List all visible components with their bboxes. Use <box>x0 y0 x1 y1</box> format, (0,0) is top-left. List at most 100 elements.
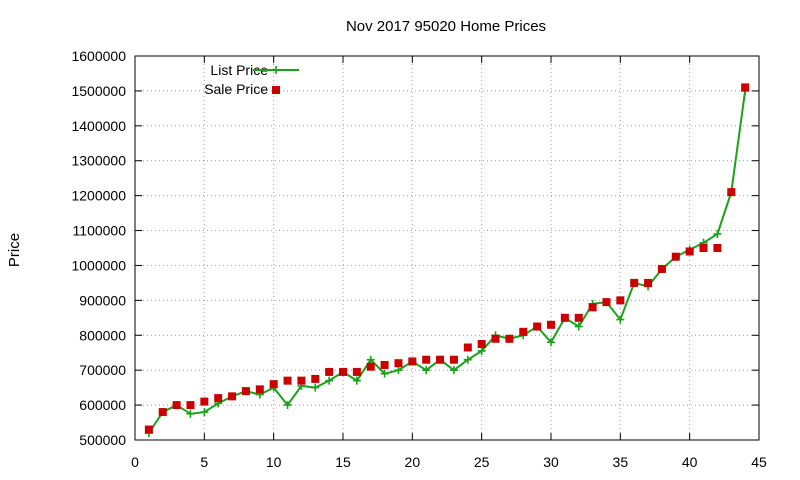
point-sale-price <box>505 334 514 343</box>
point-list-price <box>352 376 361 385</box>
point-sale-price <box>560 313 569 322</box>
legend: List Price Sale Price <box>204 62 299 97</box>
point-list-price <box>366 355 375 364</box>
point-sale-price <box>574 313 583 322</box>
legend-marker-sale-price <box>272 86 280 94</box>
x-tick-label: 0 <box>131 454 139 470</box>
y-tick-label: 1200000 <box>71 188 126 204</box>
series-line-list-price <box>148 90 747 434</box>
legend-label-list-price: List Price <box>210 62 268 78</box>
y-tick-label: 700000 <box>79 362 126 378</box>
x-tick-label: 5 <box>200 454 208 470</box>
x-tick-label: 25 <box>474 454 490 470</box>
point-list-price <box>325 376 334 385</box>
grid-lines <box>135 56 759 440</box>
y-tick-label: 1000000 <box>71 257 126 273</box>
x-tick-label: 15 <box>335 454 351 470</box>
point-list-price <box>449 366 458 375</box>
x-tick-label: 35 <box>613 454 629 470</box>
y-tick-label: 1300000 <box>71 153 126 169</box>
point-sale-price <box>352 367 361 376</box>
point-sale-price <box>463 343 472 352</box>
y-tick-label: 1600000 <box>71 48 126 64</box>
y-axis-label: Price <box>6 233 23 267</box>
x-tick-label: 10 <box>266 454 282 470</box>
x-tick-label: 20 <box>405 454 421 470</box>
point-sale-price <box>325 367 334 376</box>
point-list-price <box>477 346 486 355</box>
point-sale-price <box>366 362 375 371</box>
point-sale-price <box>422 355 431 364</box>
point-sale-price <box>380 360 389 369</box>
point-sale-price <box>339 367 347 376</box>
point-sale-price <box>172 401 181 410</box>
y-tick-label: 1100000 <box>73 223 127 239</box>
point-list-price <box>200 408 209 417</box>
point-sale-price <box>214 394 223 403</box>
chart-title: Nov 2017 95020 Home Prices <box>346 18 546 35</box>
point-sale-price <box>158 408 167 417</box>
legend-swatch-sale-price <box>272 86 280 94</box>
point-sale-price <box>269 380 278 389</box>
point-sale-price <box>436 355 445 364</box>
point-sale-price <box>657 264 666 273</box>
legend-label-sale-price: Sale Price <box>204 81 268 97</box>
point-list-price <box>547 338 555 347</box>
plot-area <box>144 83 750 438</box>
legend-marker-list-price <box>272 66 280 74</box>
x-tick-label: 40 <box>682 454 698 470</box>
point-sale-price <box>186 401 195 410</box>
point-list-price <box>283 401 292 410</box>
point-list-price <box>574 322 583 331</box>
point-sale-price <box>533 322 542 331</box>
point-list-price <box>394 366 403 375</box>
point-sale-price <box>699 244 708 252</box>
y-tick-label: 1400000 <box>71 118 126 134</box>
point-sale-price <box>394 359 403 368</box>
x-tick-label: 45 <box>751 454 767 470</box>
point-sale-price <box>727 188 736 197</box>
point-sale-price <box>713 244 722 252</box>
plot-border <box>134 55 760 441</box>
point-sale-price <box>588 303 597 312</box>
point-sale-price <box>449 355 458 364</box>
x-tick-label: 30 <box>543 454 559 470</box>
point-sale-price <box>644 278 653 287</box>
point-sale-price <box>519 327 528 336</box>
point-sale-price <box>477 340 486 348</box>
point-sale-price <box>602 298 611 307</box>
point-sale-price <box>671 252 680 261</box>
y-tick-label: 800000 <box>79 327 126 343</box>
point-sale-price <box>408 357 417 366</box>
point-sale-price <box>255 385 264 394</box>
point-sale-price <box>228 392 237 401</box>
point-sale-price <box>311 374 320 383</box>
point-sale-price <box>547 320 555 329</box>
y-tick-label: 600000 <box>79 397 126 413</box>
point-list-price <box>463 355 472 364</box>
point-list-price <box>616 315 625 324</box>
y-axis-ticks: 500000 600000 700000 800000 900000 1000000 110… <box>71 48 126 448</box>
y-tick-label: 1500000 <box>71 83 126 99</box>
legend-swatch-list-price <box>253 66 299 74</box>
point-sale-price <box>685 247 694 256</box>
y-tick-label: 500000 <box>79 432 126 448</box>
point-list-price <box>311 383 320 392</box>
point-list-price <box>422 366 431 375</box>
point-sale-price <box>741 83 750 92</box>
y-tick-label: 900000 <box>79 292 126 308</box>
axes <box>134 55 760 441</box>
point-sale-price <box>283 376 292 385</box>
point-list-price <box>713 230 722 239</box>
x-axis-ticks: 0 5 10 15 20 25 30 35 40 45 <box>131 454 767 470</box>
point-sale-price <box>297 376 306 385</box>
point-sale-price <box>144 425 153 434</box>
point-sale-price <box>491 334 500 343</box>
point-list-price <box>380 369 389 378</box>
point-list-price <box>186 409 195 418</box>
point-sale-price <box>616 296 625 305</box>
point-sale-price <box>200 397 209 406</box>
point-sale-price <box>630 278 639 287</box>
point-sale-price <box>241 387 250 396</box>
